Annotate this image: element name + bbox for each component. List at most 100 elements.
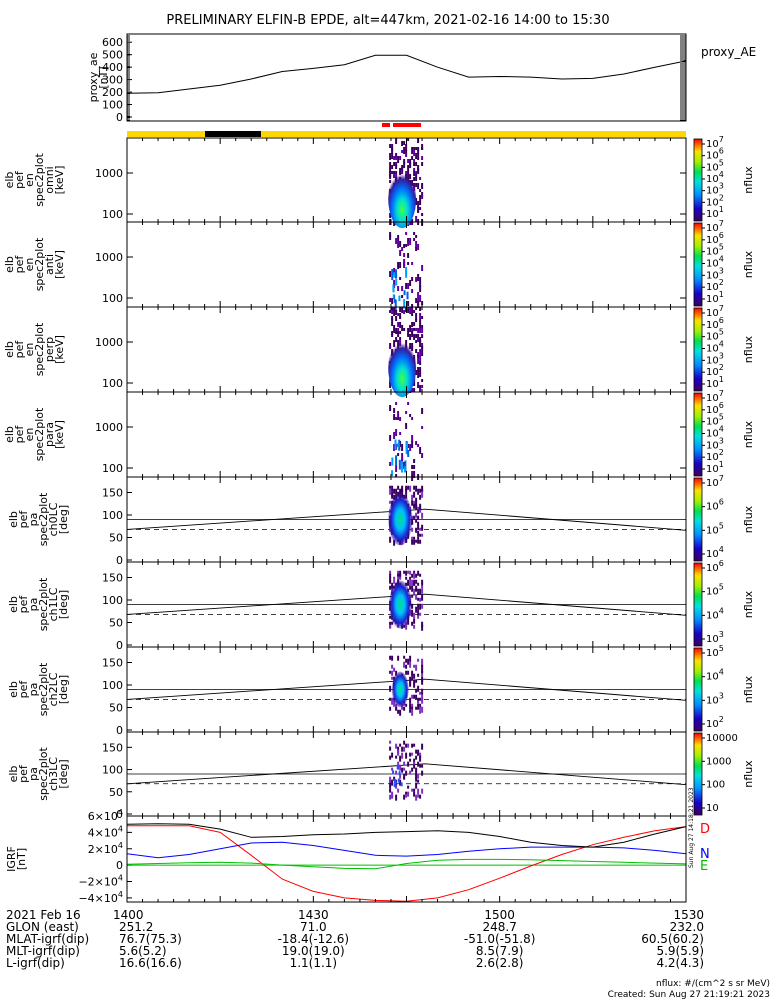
ch3LC-pixel bbox=[403, 746, 406, 752]
para-pixel bbox=[413, 459, 416, 463]
anti-pixel bbox=[421, 301, 424, 305]
ch2LC-loss-cone-line bbox=[126, 678, 687, 701]
ch2LC-pixel bbox=[411, 670, 414, 675]
perp-pixel bbox=[415, 370, 418, 375]
omni-pixel bbox=[419, 177, 422, 180]
para-pixel bbox=[389, 462, 392, 466]
ch2LC-ylabel-line: elb bbox=[7, 681, 20, 698]
ch3LC-pixel bbox=[400, 782, 403, 787]
igrf-legend-N: N bbox=[700, 847, 710, 862]
omni-pixel bbox=[413, 159, 416, 162]
ch0LC-pixel bbox=[417, 515, 420, 520]
proxy-ae-ytick-label: 400 bbox=[102, 61, 123, 74]
perp-ylabel-line: perp bbox=[43, 337, 56, 362]
ch0LC-colorbar-tick-label: 107 bbox=[706, 474, 724, 489]
status-bar bbox=[127, 123, 686, 137]
perp-pixel bbox=[411, 310, 414, 316]
ch2LC-colorbar-tick-label: 105 bbox=[706, 644, 724, 659]
ch1LC-ylabel-line: pef bbox=[17, 595, 30, 614]
perp-pixel bbox=[415, 328, 418, 331]
anti-pixel bbox=[415, 247, 418, 251]
ch0LC-colorbar-label: nflux bbox=[742, 505, 755, 533]
perp-pixel bbox=[421, 349, 424, 356]
ch0LC-pixel bbox=[397, 485, 400, 490]
ch2LC-pixel bbox=[411, 703, 414, 708]
omni-pixel bbox=[395, 162, 398, 166]
ch3LC-pixel bbox=[407, 785, 410, 789]
para-pixel bbox=[398, 459, 401, 470]
para-pixel bbox=[401, 444, 404, 451]
ch2LC-pixel bbox=[391, 664, 394, 669]
ch1LC-ytick-label: 50 bbox=[109, 617, 123, 630]
ch3LC-pixel bbox=[395, 755, 398, 759]
perp-pixel bbox=[413, 334, 416, 340]
omni-pixel bbox=[397, 156, 400, 163]
igrf-series-E bbox=[126, 858, 687, 870]
ch1LC-pixel bbox=[417, 615, 420, 619]
ch2LC-pixel bbox=[403, 661, 406, 668]
perp-spectrogram-pixels bbox=[388, 307, 424, 397]
anti-pixel bbox=[415, 277, 418, 282]
omni-pixel bbox=[415, 153, 418, 159]
ch0LC-pixel bbox=[419, 506, 422, 511]
ch0LC-pixel bbox=[411, 539, 414, 545]
ch3LC-pixel bbox=[393, 783, 396, 788]
ch3LC-colorbar-tick-label: 100 bbox=[706, 780, 725, 791]
ch3LC-pixel bbox=[389, 740, 392, 744]
para-pixel bbox=[397, 417, 400, 420]
perp-pixel bbox=[411, 388, 414, 392]
ch1LC-pixel bbox=[413, 588, 416, 595]
para-pixel bbox=[401, 453, 404, 460]
ch1LC-flux-core bbox=[389, 580, 412, 629]
omni-pixel bbox=[401, 165, 404, 170]
ch3LC-pixel bbox=[417, 788, 420, 795]
anti-pixel bbox=[393, 298, 396, 303]
ch1LC-ytick-label: 100 bbox=[102, 594, 123, 607]
x-axis-time-label: 1500 bbox=[484, 908, 515, 922]
perp-pixel bbox=[413, 322, 416, 326]
anti-colorbar-tick-label: 106 bbox=[706, 231, 724, 246]
ch1LC-colorbar-tick-label: 104 bbox=[706, 606, 724, 621]
ch2LC-pixel bbox=[415, 706, 418, 710]
ch1LC-pixel bbox=[417, 570, 420, 576]
ch1LC-pixel bbox=[421, 621, 424, 627]
anti-colorbar-tick-label: 102 bbox=[706, 278, 724, 293]
ch2LC-pixel bbox=[405, 703, 408, 707]
ch3LC-pixel bbox=[409, 770, 412, 775]
ch2LC-pixel bbox=[413, 679, 416, 684]
ch3LC-pixel bbox=[401, 767, 404, 773]
ch0LC-pixel bbox=[399, 488, 402, 494]
ch0LC-pixel bbox=[421, 527, 424, 531]
ch0LC-pixel bbox=[411, 500, 414, 506]
ch2LC-pixel bbox=[393, 667, 396, 672]
perp-pixel bbox=[407, 328, 410, 335]
ch1LC-pixel bbox=[409, 576, 412, 580]
ch2LC-pixel bbox=[419, 703, 422, 709]
omni-pixel bbox=[417, 150, 420, 154]
ch2LC-pixel bbox=[411, 673, 414, 677]
ch2LC-colorbar-tick-label: 104 bbox=[706, 668, 724, 683]
proxy-ae-line bbox=[126, 54, 687, 94]
para-ytick-label: 1000 bbox=[95, 421, 123, 434]
ch2LC-ytick-label: 50 bbox=[109, 702, 123, 715]
anti-pixel bbox=[405, 244, 408, 247]
para-pixel bbox=[421, 426, 424, 429]
ch3LC-pixel bbox=[407, 761, 410, 767]
ch1LC-pixel bbox=[389, 573, 392, 578]
ch2LC-pixel bbox=[421, 676, 424, 682]
anti-pixel bbox=[392, 284, 395, 291]
ch2LC-pixel bbox=[391, 670, 394, 676]
para-pixel bbox=[411, 441, 414, 448]
ch2LC-pixel bbox=[419, 697, 422, 701]
ch3LC-loss-cone-line bbox=[126, 763, 687, 786]
omni-pixel bbox=[391, 153, 394, 159]
omni-colorbar bbox=[693, 138, 703, 222]
omni-pixel bbox=[415, 171, 418, 175]
omni-pixel bbox=[417, 210, 420, 213]
omni-pixel bbox=[413, 177, 416, 181]
ch3LC-ylabel-line: ch3LC bbox=[47, 757, 60, 791]
para-colorbar-tick-label: 107 bbox=[706, 389, 724, 404]
ch1LC-pixel bbox=[399, 573, 402, 579]
ch0LC-ytick-label: 100 bbox=[102, 509, 123, 522]
